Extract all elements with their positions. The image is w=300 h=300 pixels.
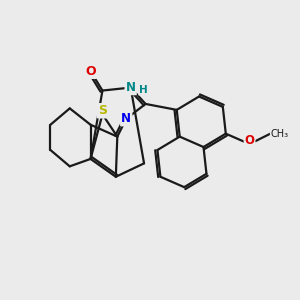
Text: O: O	[85, 65, 96, 78]
Text: O: O	[244, 134, 255, 147]
Text: N: N	[121, 112, 131, 125]
Text: N: N	[126, 81, 136, 94]
Text: S: S	[98, 104, 107, 117]
Text: H: H	[139, 85, 148, 95]
Text: CH₃: CH₃	[270, 129, 289, 139]
